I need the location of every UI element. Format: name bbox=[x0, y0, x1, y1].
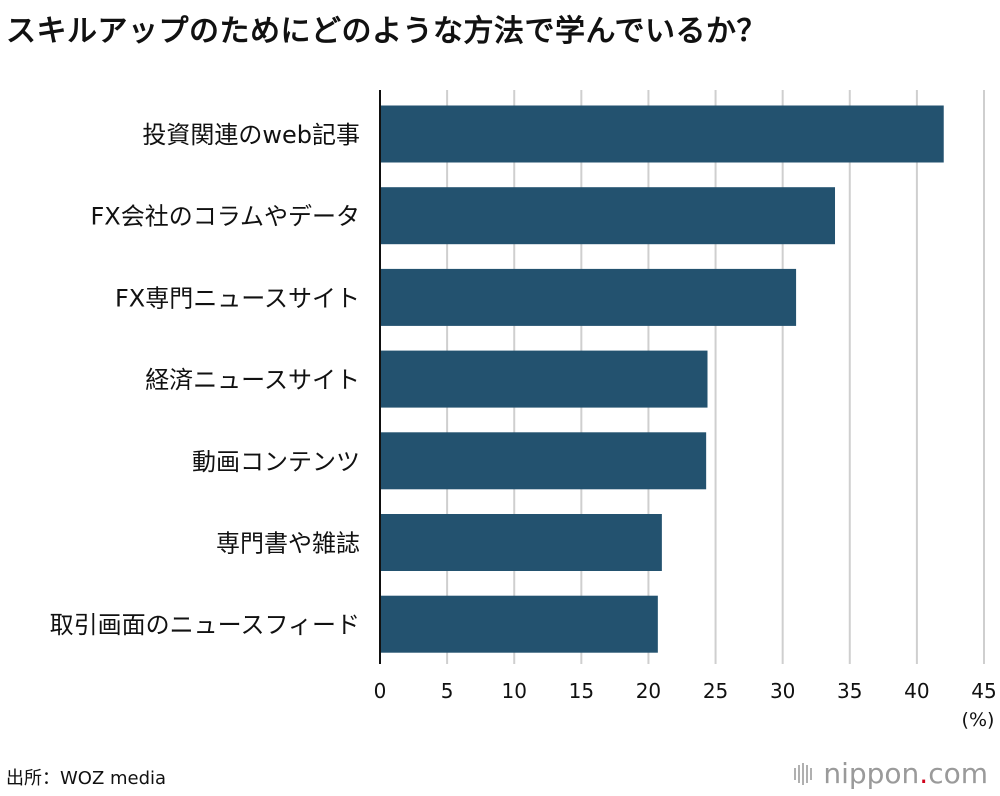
bar bbox=[380, 514, 662, 571]
bar bbox=[380, 268, 797, 326]
x-tick-label: 40 bbox=[904, 679, 929, 703]
category-label: FX会社のコラムやデータ bbox=[90, 203, 360, 231]
x-tick-label: 25 bbox=[703, 679, 728, 703]
x-tick-label: 15 bbox=[569, 679, 594, 703]
category-label: 経済ニュースサイト bbox=[145, 366, 360, 394]
bars bbox=[380, 105, 944, 653]
source-note: 出所：WOZ media bbox=[6, 768, 167, 789]
x-tick-label: 0 bbox=[374, 679, 387, 703]
category-label: 投資関連のweb記事 bbox=[142, 121, 360, 149]
bar bbox=[380, 105, 944, 163]
logo-dot: . bbox=[919, 757, 929, 790]
nippon-logo: nippon.com bbox=[793, 757, 988, 790]
category-label: 動画コンテンツ bbox=[192, 448, 360, 476]
logo-mark-icon bbox=[794, 763, 813, 785]
x-tick-label: 45 bbox=[971, 679, 996, 703]
bar bbox=[380, 595, 658, 653]
bar bbox=[380, 350, 708, 408]
x-tick-label: 30 bbox=[770, 679, 795, 703]
category-label: 取引画面のニュースフィード bbox=[50, 611, 360, 639]
x-tick-label: 20 bbox=[636, 679, 661, 703]
chart-title: スキルアップのためにどのような方法で学んでいるか？ bbox=[6, 14, 767, 49]
unit-label: (%) bbox=[962, 709, 995, 731]
x-tick-label: 10 bbox=[501, 679, 526, 703]
logo-tld: com bbox=[928, 757, 988, 790]
bar bbox=[380, 432, 707, 490]
x-tick-label: 35 bbox=[837, 679, 862, 703]
category-labels: 投資関連のweb記事 FX会社のコラムやデータ FX専門ニュースサイト経済ニュースサ… bbox=[50, 121, 360, 639]
tick-labels: 0 5 10 15 20 25 30 35 40 45 bbox=[374, 679, 997, 703]
bar bbox=[380, 187, 836, 245]
x-tick-label: 5 bbox=[441, 679, 454, 703]
logo-name: nippon bbox=[823, 757, 920, 790]
category-label: 専門書や雑誌 bbox=[216, 530, 360, 558]
category-label: FX専門ニュースサイト bbox=[115, 284, 360, 312]
